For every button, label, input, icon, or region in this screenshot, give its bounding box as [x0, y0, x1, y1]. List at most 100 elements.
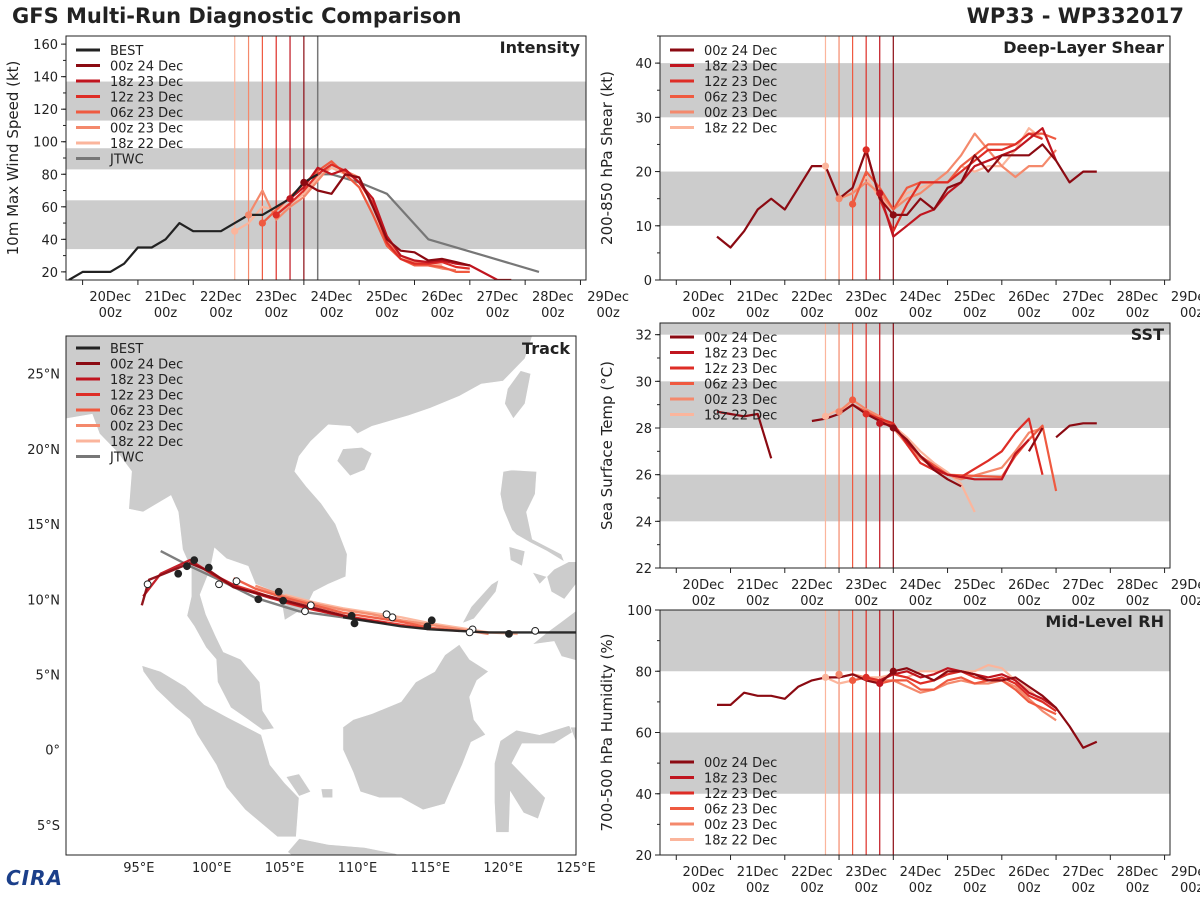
- init-marker: [835, 195, 843, 203]
- x-tick-label: 00z: [1017, 594, 1041, 609]
- lon-tick-label: 110°E: [338, 861, 378, 876]
- x-tick-label: 00z: [692, 594, 716, 609]
- cira-logo: CIRA: [6, 866, 63, 890]
- track-point: [274, 587, 283, 596]
- x-tick-label: 00z: [265, 306, 289, 321]
- init-marker: [821, 412, 830, 420]
- x-tick-label: 00z: [1072, 306, 1096, 321]
- legend-label: 18z 23 Dec: [704, 60, 777, 75]
- track-point: [423, 622, 432, 631]
- x-tick-label: 24Dec: [900, 865, 942, 880]
- series-line: [1027, 427, 1044, 452]
- chart-title: Intensity: [500, 38, 581, 57]
- track-point: [306, 601, 315, 610]
- init-marker: [849, 396, 857, 404]
- lon-tick-label: 105°E: [265, 861, 305, 876]
- y-tick-label: 160: [33, 38, 58, 53]
- x-tick-label: 24Dec: [900, 578, 942, 593]
- y-tick-label: 10: [635, 220, 652, 235]
- x-tick-label: 00z: [1126, 306, 1150, 321]
- y-tick-label: 26: [635, 469, 652, 484]
- x-tick-label: 00z: [541, 306, 565, 321]
- lon-tick-label: 95°E: [123, 861, 154, 876]
- track-point: [427, 616, 436, 625]
- legend-label: 18z 23 Dec: [110, 373, 183, 388]
- lat-tick-label: 5°N: [36, 668, 61, 683]
- plot-area: [66, 36, 586, 280]
- legend-label: 06z 23 Dec: [110, 106, 183, 121]
- y-tick-label: 80: [635, 665, 652, 680]
- x-tick-label: 28Dec: [1117, 578, 1159, 593]
- x-tick-label: 00z: [746, 594, 770, 609]
- legend-label: 18z 23 Dec: [110, 75, 183, 90]
- x-tick-label: 00z: [1017, 306, 1041, 321]
- track-point: [143, 580, 152, 589]
- mindoro-land: [508, 546, 526, 567]
- init-marker: [244, 211, 253, 219]
- x-tick-label: 29Dec: [1171, 290, 1200, 305]
- x-tick-label: 24Dec: [311, 290, 353, 305]
- track-line: [140, 562, 351, 619]
- x-tick-label: 25Dec: [366, 290, 408, 305]
- x-tick-label: 25Dec: [954, 865, 996, 880]
- track-point: [350, 619, 359, 628]
- legend-label: 12z 23 Dec: [704, 787, 777, 802]
- x-tick-label: 00z: [1180, 881, 1200, 896]
- legend-label: 00z 23 Dec: [110, 420, 183, 435]
- x-tick-label: 00z: [692, 306, 716, 321]
- legend-label: 06z 23 Dec: [704, 378, 777, 393]
- x-tick-label: 00z: [909, 881, 933, 896]
- x-tick-label: 00z: [596, 306, 620, 321]
- series-line: [811, 403, 962, 488]
- x-tick-label: 20Dec: [89, 290, 131, 305]
- x-tick-label: 00z: [1072, 594, 1096, 609]
- legend-label: JTWC: [109, 153, 144, 168]
- legend-label: JTWC: [109, 451, 144, 466]
- init-marker: [889, 667, 897, 675]
- x-tick-label: 25Dec: [954, 578, 996, 593]
- shaded-band: [66, 148, 586, 170]
- track-line: [233, 577, 460, 633]
- legend-label: 18z 22 Dec: [704, 834, 777, 849]
- x-tick-label: 00z: [692, 881, 716, 896]
- x-tick-label: 21Dec: [737, 578, 779, 593]
- lat-tick-label: 10°N: [27, 593, 60, 608]
- legend-label: 18z 23 Dec: [704, 347, 777, 362]
- series-line: [717, 667, 1098, 749]
- track-line: [254, 584, 489, 636]
- track-point: [215, 580, 223, 589]
- legend-label: BEST: [110, 342, 143, 357]
- shaded-band: [660, 610, 1170, 672]
- y-axis-label: Sea Surface Temp (°C): [598, 361, 616, 530]
- storm-id-title: WP33 - WP332017: [966, 4, 1184, 28]
- legend-label: 18z 22 Dec: [110, 137, 183, 152]
- x-tick-label: 00z: [1126, 881, 1150, 896]
- lon-tick-label: 115°E: [411, 861, 451, 876]
- track-map: 95°E 100°E 105°E 110°E 115°E 120°E 125°E 25°N 20…: [27, 335, 596, 876]
- track-point: [232, 577, 241, 586]
- x-tick-label: 00z: [909, 306, 933, 321]
- x-tick-label: 00z: [154, 306, 178, 321]
- sulawesi-land: [494, 725, 576, 833]
- y-tick-label: 22: [635, 562, 652, 577]
- series-line: [1055, 422, 1097, 439]
- x-tick-label: 25Dec: [954, 290, 996, 305]
- lon-tick-label: 125°E: [556, 861, 596, 876]
- x-tick-label: 00z: [209, 306, 233, 321]
- taiwan-land: [504, 370, 532, 420]
- init-marker: [821, 162, 830, 170]
- y-tick-label: 140: [33, 71, 58, 86]
- x-tick-label: 26Dec: [1008, 290, 1050, 305]
- y-tick-label: 30: [635, 111, 652, 126]
- x-tick-label: 00z: [963, 306, 987, 321]
- legend-label: 00z 24 Dec: [704, 331, 777, 346]
- legend-label: 00z 23 Dec: [110, 122, 183, 137]
- shaded-band: [660, 323, 1170, 335]
- x-tick-label: 00z: [854, 594, 878, 609]
- x-tick-label: 00z: [375, 306, 399, 321]
- y-tick-label: 40: [635, 788, 652, 803]
- init-marker: [300, 178, 308, 186]
- lon-tick-label: 120°E: [483, 861, 523, 876]
- x-tick-label: 00z: [1180, 306, 1200, 321]
